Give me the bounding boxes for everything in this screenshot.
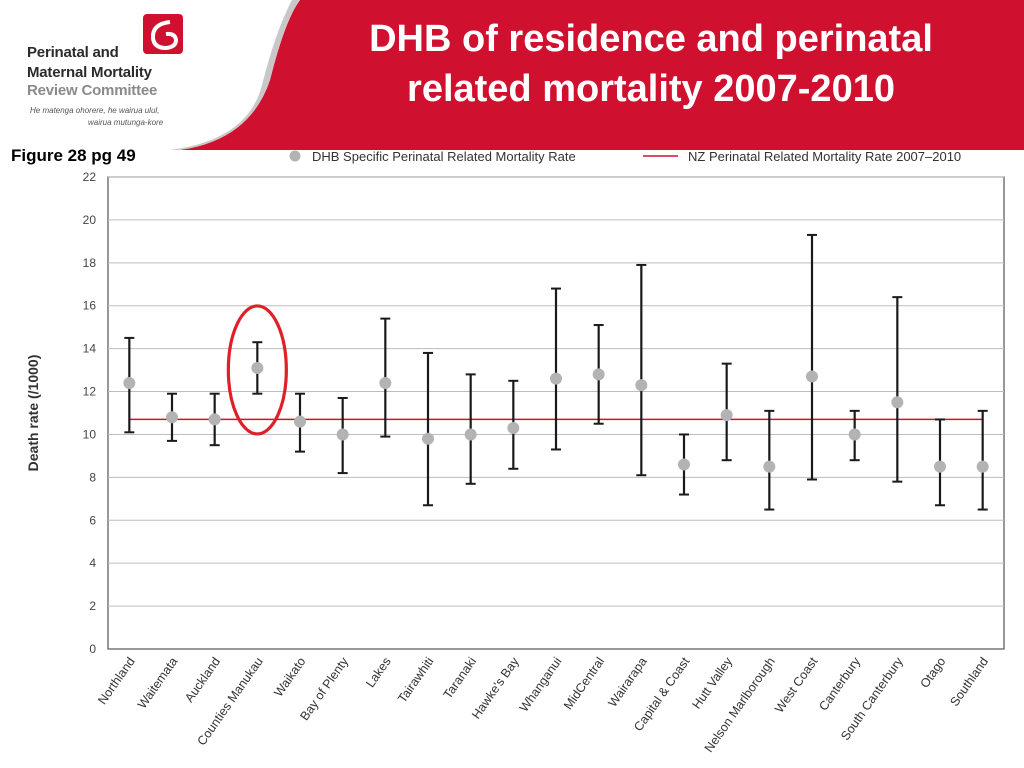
data-point bbox=[678, 458, 690, 471]
y-tick-label: 16 bbox=[83, 299, 97, 313]
legend-label-dhb: DHB Specific Perinatal Related Mortality… bbox=[312, 149, 576, 164]
y-tick-label: 18 bbox=[83, 256, 97, 270]
y-tick-label: 20 bbox=[83, 213, 97, 227]
logo-tagline-line2: wairua mutunga-kore bbox=[88, 118, 164, 127]
y-tick-label: 10 bbox=[83, 427, 97, 441]
data-point bbox=[635, 379, 648, 392]
logo-tagline-line1: He matenga ohorere, he wairua ulul, bbox=[30, 106, 160, 115]
y-tick-label: 4 bbox=[89, 556, 96, 570]
legend-label-nz: NZ Perinatal Related Mortality Rate 2007… bbox=[688, 149, 961, 164]
data-point bbox=[934, 460, 946, 473]
data-point bbox=[379, 376, 392, 389]
data-point bbox=[336, 428, 349, 441]
highlight-ellipse bbox=[226, 304, 288, 436]
y-tick-label: 12 bbox=[83, 385, 97, 399]
y-tick-label: 2 bbox=[89, 599, 96, 613]
slide-title-line2: related mortality 2007-2010 bbox=[407, 68, 895, 110]
data-point bbox=[763, 460, 776, 473]
data-point bbox=[208, 413, 221, 426]
data-point bbox=[848, 428, 861, 441]
data-point bbox=[294, 415, 306, 428]
slide-title-line1: DHB of residence and perinatal bbox=[369, 18, 933, 60]
data-point bbox=[251, 361, 264, 374]
logo-name-line1: Perinatal and bbox=[27, 44, 119, 61]
logo-name-line2: Maternal Mortality bbox=[27, 64, 152, 81]
slide-title: DHB of residence and perinatal related m… bbox=[292, 14, 1010, 114]
header-background bbox=[0, 0, 1024, 150]
y-tick-label: 22 bbox=[83, 170, 97, 184]
y-tick-label: 0 bbox=[89, 642, 96, 656]
data-point bbox=[976, 460, 989, 473]
title-banner bbox=[180, 0, 1024, 150]
data-point bbox=[806, 370, 818, 383]
y-tick-label: 8 bbox=[89, 470, 96, 484]
logo-icon bbox=[143, 14, 183, 54]
figure-reference: Figure 28 pg 49 bbox=[11, 146, 136, 165]
data-point bbox=[422, 432, 434, 445]
data-point bbox=[891, 396, 904, 409]
y-axis-label: Death rate (/1000) bbox=[25, 355, 41, 472]
legend-marker-point bbox=[289, 150, 301, 162]
data-point bbox=[166, 411, 178, 424]
logo-name-line3: Review Committee bbox=[27, 82, 158, 99]
data-point bbox=[720, 409, 733, 422]
data-point bbox=[592, 368, 605, 381]
y-tick-label: 6 bbox=[89, 513, 96, 527]
data-point bbox=[550, 372, 562, 385]
y-tick-label: 14 bbox=[83, 342, 97, 356]
data-point bbox=[464, 428, 477, 441]
data-point bbox=[507, 422, 520, 435]
banner-swoosh bbox=[170, 0, 300, 150]
data-point bbox=[123, 376, 136, 389]
header-band bbox=[0, 0, 1024, 150]
